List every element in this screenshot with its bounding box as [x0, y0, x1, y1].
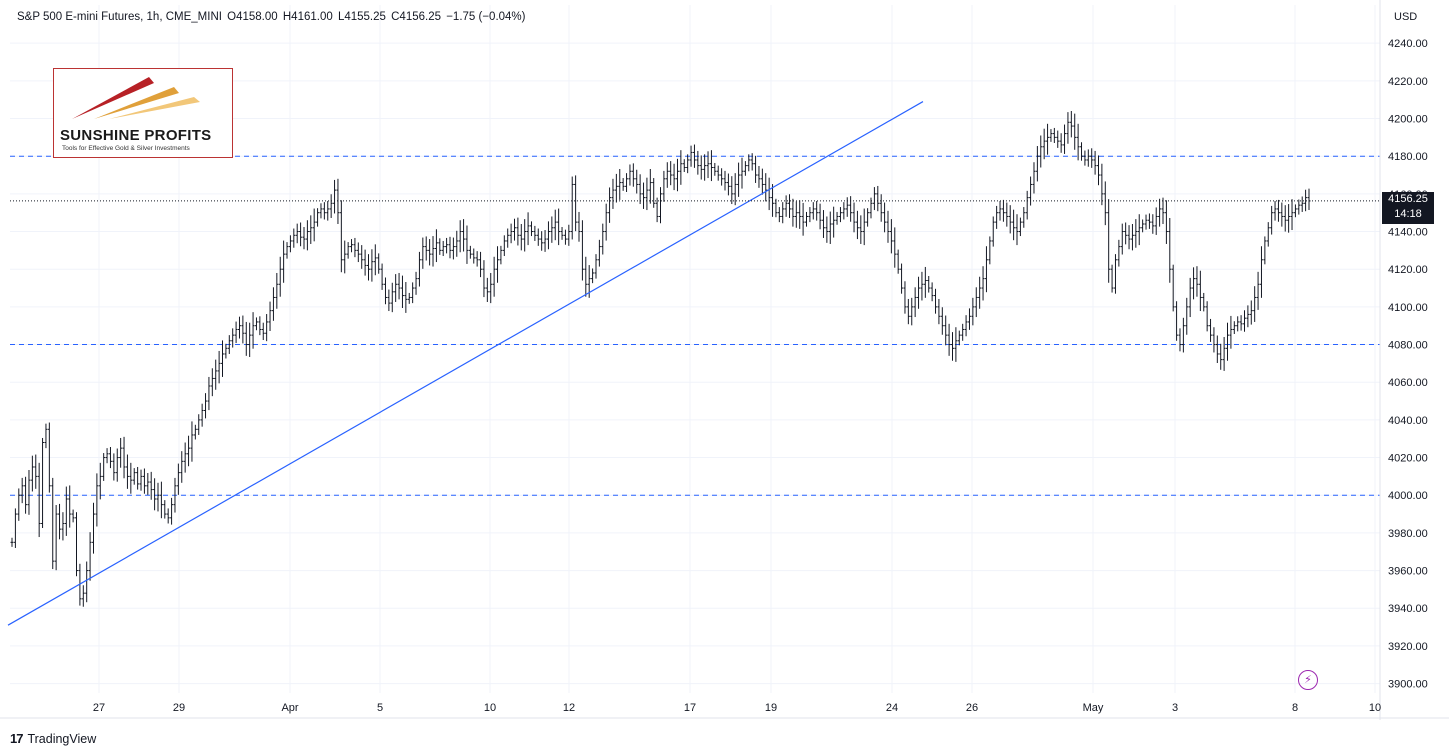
lightning-icon[interactable]: ⚡	[1298, 670, 1318, 690]
price-tick-label: 3960.00	[1388, 566, 1428, 578]
ohlc-open: O4158.00	[227, 11, 278, 23]
time-tick-label: 8	[1292, 702, 1298, 714]
ohlc-high: H4161.00	[282, 11, 333, 23]
price-change: −1.75 (−0.04%)	[446, 11, 526, 23]
time-tick-label: 10	[1369, 702, 1381, 714]
logo-tagline: Tools for Effective Gold & Silver Invest…	[62, 145, 190, 152]
ohlc-low: L4155.25	[337, 11, 386, 23]
time-tick-label: 3	[1172, 702, 1178, 714]
time-tick-label: 19	[765, 702, 777, 714]
tradingview-brand[interactable]: 17 TradingView	[10, 731, 96, 746]
brand-name: TradingView	[27, 731, 97, 746]
time-tick-label: 10	[484, 702, 496, 714]
price-tick-label: 4000.00	[1388, 490, 1428, 502]
candle-series	[10, 110, 1311, 607]
time-tick-label: 29	[173, 702, 185, 714]
price-tick-label: 3940.00	[1388, 603, 1428, 615]
price-tick-label: 4100.00	[1388, 302, 1428, 314]
time-tick-label: 24	[886, 702, 898, 714]
sunshine-rays-icon	[72, 77, 200, 119]
price-tick-label: 3920.00	[1388, 641, 1428, 653]
time-tick-label: May	[1083, 702, 1104, 714]
price-axis: 3900.00 3920.00 3940.00 3960.00 3980.00 4000.…	[1379, 0, 1428, 720]
price-tick-label: 4240.00	[1388, 38, 1428, 50]
price-tick-label: 4200.00	[1388, 114, 1428, 126]
price-tick-label: 4040.00	[1388, 415, 1428, 427]
bar-countdown: 14:18	[1394, 207, 1422, 220]
time-tick-label: 27	[93, 702, 105, 714]
time-tick-label: 5	[377, 702, 383, 714]
symbol-header: S&P 500 E-mini Futures, 1h, CME_MINI O41…	[17, 11, 527, 23]
price-tick-label: 4120.00	[1388, 264, 1428, 276]
price-tick-label: 4080.00	[1388, 340, 1428, 352]
time-tick-label: 17	[684, 702, 696, 714]
price-tick-label: 3900.00	[1388, 679, 1428, 691]
price-tick-label: 4060.00	[1388, 377, 1428, 389]
price-tick-label: 4020.00	[1388, 453, 1428, 465]
time-tick-label: 26	[966, 702, 978, 714]
last-price-tag: 4156.25 14:18	[1382, 191, 1434, 224]
ohlc-close: C4156.25	[391, 11, 441, 23]
sunshine-profits-logo: SUNSHINE PROFITS Tools for Effective Gol…	[53, 68, 233, 158]
symbol-name[interactable]: S&P 500 E-mini Futures, 1h, CME_MINI	[17, 11, 222, 23]
price-tick-label: 4140.00	[1388, 227, 1428, 239]
currency-label[interactable]: USD	[1394, 11, 1418, 23]
logo-title: SUNSHINE PROFITS	[60, 127, 212, 144]
trendline-group	[7, 101, 924, 626]
trendline	[7, 101, 924, 626]
tradingview-logo-icon: 17	[10, 731, 24, 746]
time-tick-label: Apr	[281, 702, 298, 714]
price-tick-label: 4220.00	[1388, 76, 1428, 88]
price-tick-label: 4180.00	[1388, 151, 1428, 163]
horizontal-levels	[10, 155, 1380, 496]
time-axis: 27 29 Apr 5 10 12 17 19 24 26 May 3 8 10	[0, 702, 1449, 719]
last-price-value: 4156.25	[1388, 192, 1428, 205]
time-tick-label: 12	[563, 702, 575, 714]
price-tick-label: 3980.00	[1388, 528, 1428, 540]
